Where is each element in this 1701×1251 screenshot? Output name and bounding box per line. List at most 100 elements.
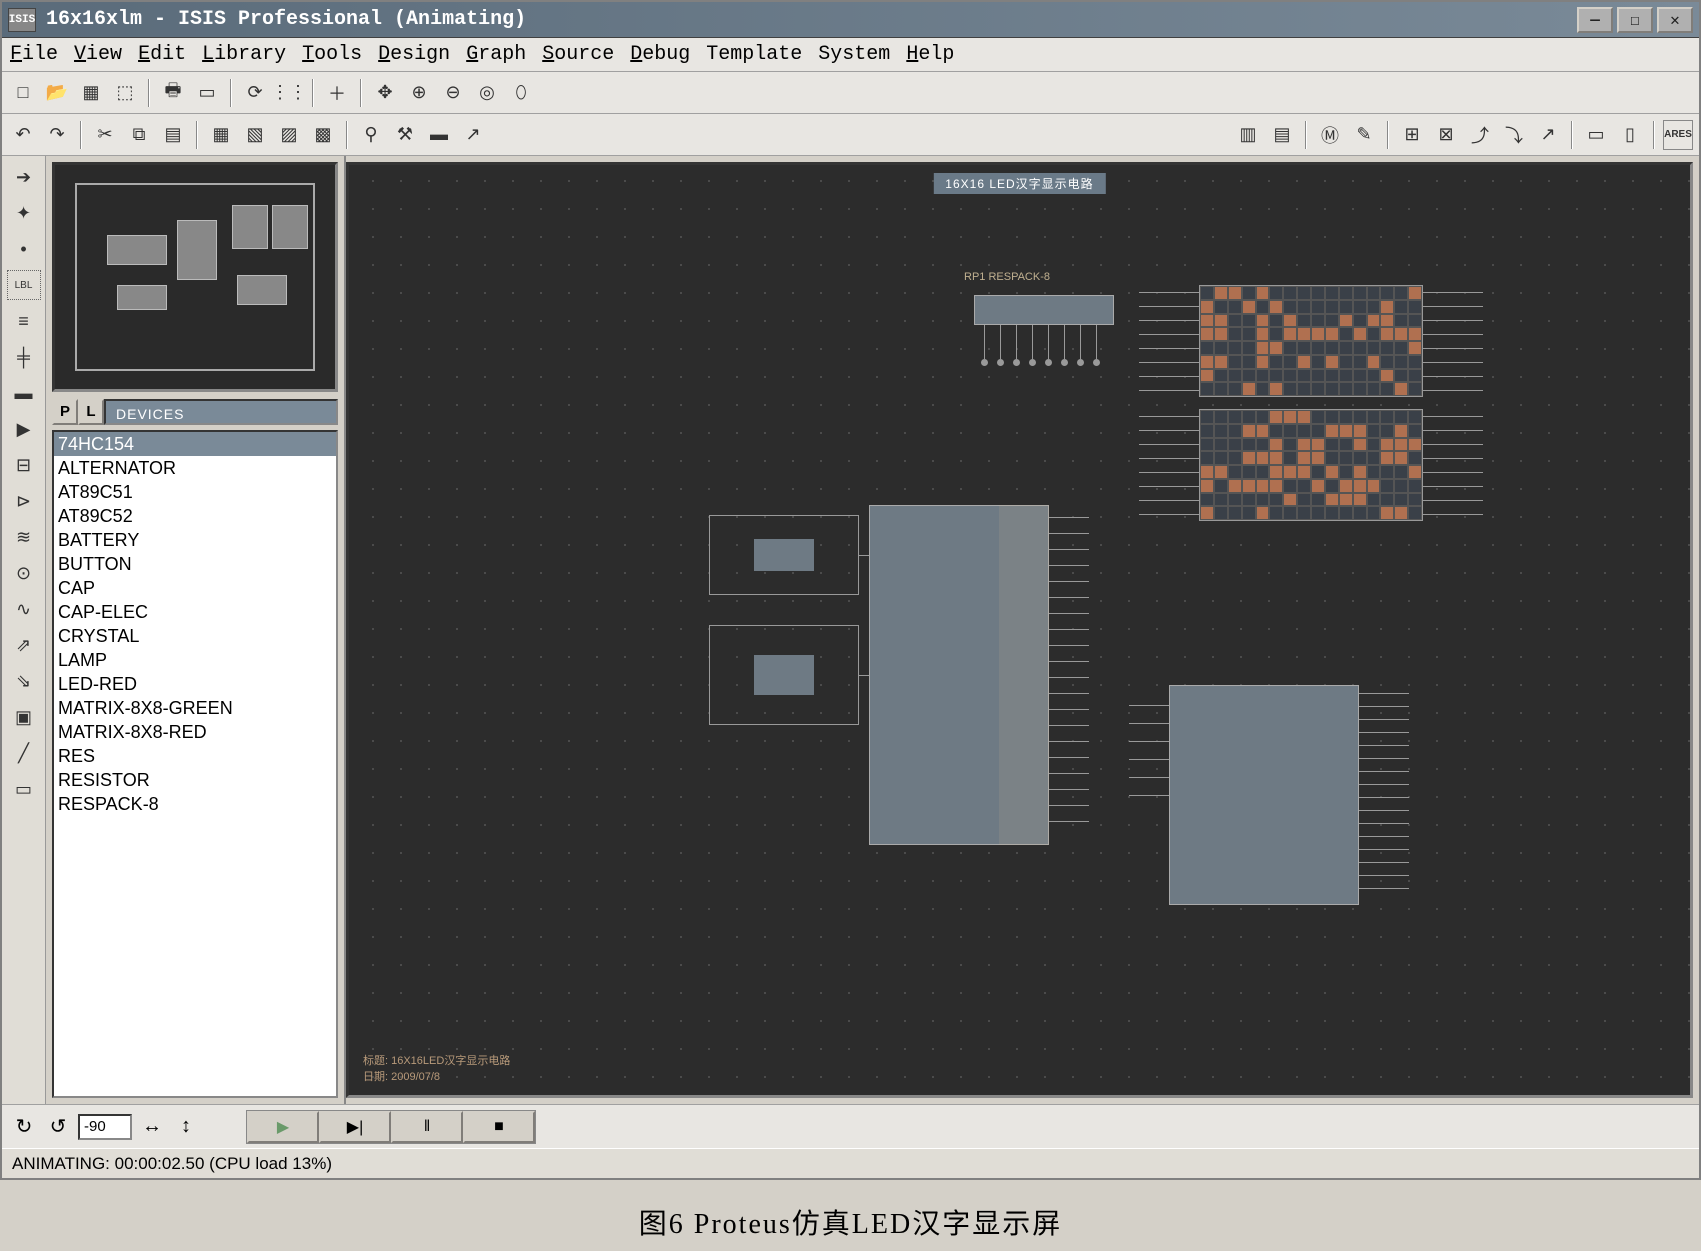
menu-system[interactable]: System: [818, 43, 890, 66]
overview-panel[interactable]: [52, 162, 338, 392]
device-list-item[interactable]: AT89C52: [54, 504, 336, 528]
component-led-matrix-bottom[interactable]: [1199, 409, 1423, 521]
component-decoder-74hc154[interactable]: [1169, 685, 1359, 905]
block-copy-icon[interactable]: ▦: [206, 120, 236, 150]
copy-icon[interactable]: ⧉: [124, 120, 154, 150]
device-list[interactable]: 74HC154 ALTERNATORAT89C51AT89C52BATTERYB…: [52, 430, 338, 1098]
line-icon[interactable]: ╱: [7, 738, 41, 768]
pick-icon[interactable]: ⚲: [356, 120, 386, 150]
block-rotate-icon[interactable]: ▨: [274, 120, 304, 150]
menu-debug[interactable]: Debug: [630, 43, 690, 66]
paste-icon[interactable]: ▤: [158, 120, 188, 150]
zoom-out-icon[interactable]: ⊖: [438, 78, 468, 108]
device-list-item[interactable]: BUTTON: [54, 552, 336, 576]
new-sheet-icon[interactable]: ⊞: [1397, 120, 1427, 150]
device-list-item[interactable]: LED-RED: [54, 672, 336, 696]
terminal-icon[interactable]: ⊟: [7, 450, 41, 480]
device-list-item[interactable]: MATRIX-8X8-GREEN: [54, 696, 336, 720]
component-crystal-oscillator[interactable]: [709, 515, 859, 595]
generator-icon[interactable]: ∿: [7, 594, 41, 624]
refresh-icon[interactable]: ⟳: [240, 78, 270, 108]
new-file-icon[interactable]: □: [8, 78, 38, 108]
stop-button[interactable]: ■: [463, 1111, 535, 1143]
junction-mode-icon[interactable]: •: [7, 234, 41, 264]
play-button[interactable]: ▶: [247, 1111, 319, 1143]
menu-file[interactable]: File: [10, 43, 58, 66]
minimize-button[interactable]: —: [1577, 7, 1613, 33]
menu-view[interactable]: View: [74, 43, 122, 66]
search-tag-icon[interactable]: ▤: [1267, 120, 1297, 150]
menu-template[interactable]: Template: [706, 43, 802, 66]
device-list-item-selected[interactable]: 74HC154: [54, 432, 336, 456]
instrument-icon[interactable]: ▣: [7, 702, 41, 732]
erc-icon[interactable]: ▯: [1615, 120, 1645, 150]
zoom-area-icon[interactable]: ⬯: [506, 78, 536, 108]
selection-mode-icon[interactable]: ➔: [7, 162, 41, 192]
device-list-item[interactable]: RESISTOR: [54, 768, 336, 792]
rotation-angle-field[interactable]: -90: [78, 1114, 132, 1140]
subcircuit-icon[interactable]: ▬: [7, 378, 41, 408]
tape-icon[interactable]: ⊙: [7, 558, 41, 588]
text-script-icon[interactable]: ≡: [7, 306, 41, 336]
zoom-all-icon[interactable]: ◎: [472, 78, 502, 108]
zoom-in-icon[interactable]: ⊕: [404, 78, 434, 108]
maximize-button[interactable]: ☐: [1617, 7, 1653, 33]
device-list-item[interactable]: CAP-ELEC: [54, 600, 336, 624]
device-list-item[interactable]: RES: [54, 744, 336, 768]
wire-autoroute-icon[interactable]: ▥: [1233, 120, 1263, 150]
device-list-item[interactable]: BATTERY: [54, 528, 336, 552]
menu-library[interactable]: Library: [202, 43, 286, 66]
device-list-item[interactable]: ALTERNATOR: [54, 456, 336, 480]
print-icon[interactable]: 🖶: [158, 78, 188, 108]
graph-mode-icon[interactable]: ≋: [7, 522, 41, 552]
origin-icon[interactable]: ＋: [322, 78, 352, 108]
libraries-button[interactable]: L: [78, 399, 104, 425]
flip-vertical-icon[interactable]: ↕: [172, 1113, 200, 1141]
device-list-item[interactable]: CRYSTAL: [54, 624, 336, 648]
make-device-icon[interactable]: ⚒: [390, 120, 420, 150]
device-list-item[interactable]: MATRIX-8X8-RED: [54, 720, 336, 744]
property-icon[interactable]: ✎: [1349, 120, 1379, 150]
device-pin-icon[interactable]: ⊳: [7, 486, 41, 516]
component-reset-circuit[interactable]: [709, 625, 859, 725]
bill-icon[interactable]: ▭: [1581, 120, 1611, 150]
menu-edit[interactable]: Edit: [138, 43, 186, 66]
schematic-canvas[interactable]: 16X16 LED汉字显示电路 RP1 RESPACK-8标题: 16X16LE…: [346, 162, 1693, 1098]
pause-button[interactable]: ‖: [391, 1111, 463, 1143]
menu-graph[interactable]: Graph: [466, 43, 526, 66]
label-mode-icon[interactable]: LBL: [7, 270, 41, 300]
pan-icon[interactable]: ✥: [370, 78, 400, 108]
cut-icon[interactable]: ✂: [90, 120, 120, 150]
component-led-matrix-top[interactable]: [1199, 285, 1423, 397]
open-file-icon[interactable]: 📂: [42, 78, 72, 108]
rotate-ccw-icon[interactable]: ↺: [44, 1113, 72, 1141]
rotate-cw-icon[interactable]: ↻: [10, 1113, 38, 1141]
box-icon[interactable]: ▭: [7, 774, 41, 804]
step-button[interactable]: ▶|: [319, 1111, 391, 1143]
exit-sheet-icon[interactable]: ⤵: [1499, 120, 1529, 150]
device-list-item[interactable]: CAP: [54, 576, 336, 600]
undo-icon[interactable]: ↶: [8, 120, 38, 150]
device-list-item[interactable]: RESPACK-8: [54, 792, 336, 816]
menu-source[interactable]: Source: [542, 43, 614, 66]
current-probe-icon[interactable]: ⇘: [7, 666, 41, 696]
block-delete-icon[interactable]: ▩: [308, 120, 338, 150]
goto-sheet-icon[interactable]: ⤴: [1465, 120, 1495, 150]
close-button[interactable]: ✕: [1657, 7, 1693, 33]
pick-devices-button[interactable]: P: [52, 399, 78, 425]
redo-icon[interactable]: ↷: [42, 120, 72, 150]
flip-horizontal-icon[interactable]: ↔: [138, 1113, 166, 1141]
menu-design[interactable]: Design: [378, 43, 450, 66]
zoom-sheet-icon[interactable]: ↗: [1533, 120, 1563, 150]
print-area-icon[interactable]: ▭: [192, 78, 222, 108]
save-icon[interactable]: ▦: [76, 78, 106, 108]
ares-icon[interactable]: ARES: [1663, 120, 1693, 150]
cursor-icon[interactable]: ▶: [7, 414, 41, 444]
menu-tools[interactable]: Tools: [302, 43, 362, 66]
bus-mode-icon[interactable]: ╪: [7, 342, 41, 372]
import-icon[interactable]: ⬚: [110, 78, 140, 108]
voltage-probe-icon[interactable]: ⇗: [7, 630, 41, 660]
component-mode-icon[interactable]: ✦: [7, 198, 41, 228]
remove-sheet-icon[interactable]: ⊠: [1431, 120, 1461, 150]
grid-icon[interactable]: ⋮⋮: [274, 78, 304, 108]
